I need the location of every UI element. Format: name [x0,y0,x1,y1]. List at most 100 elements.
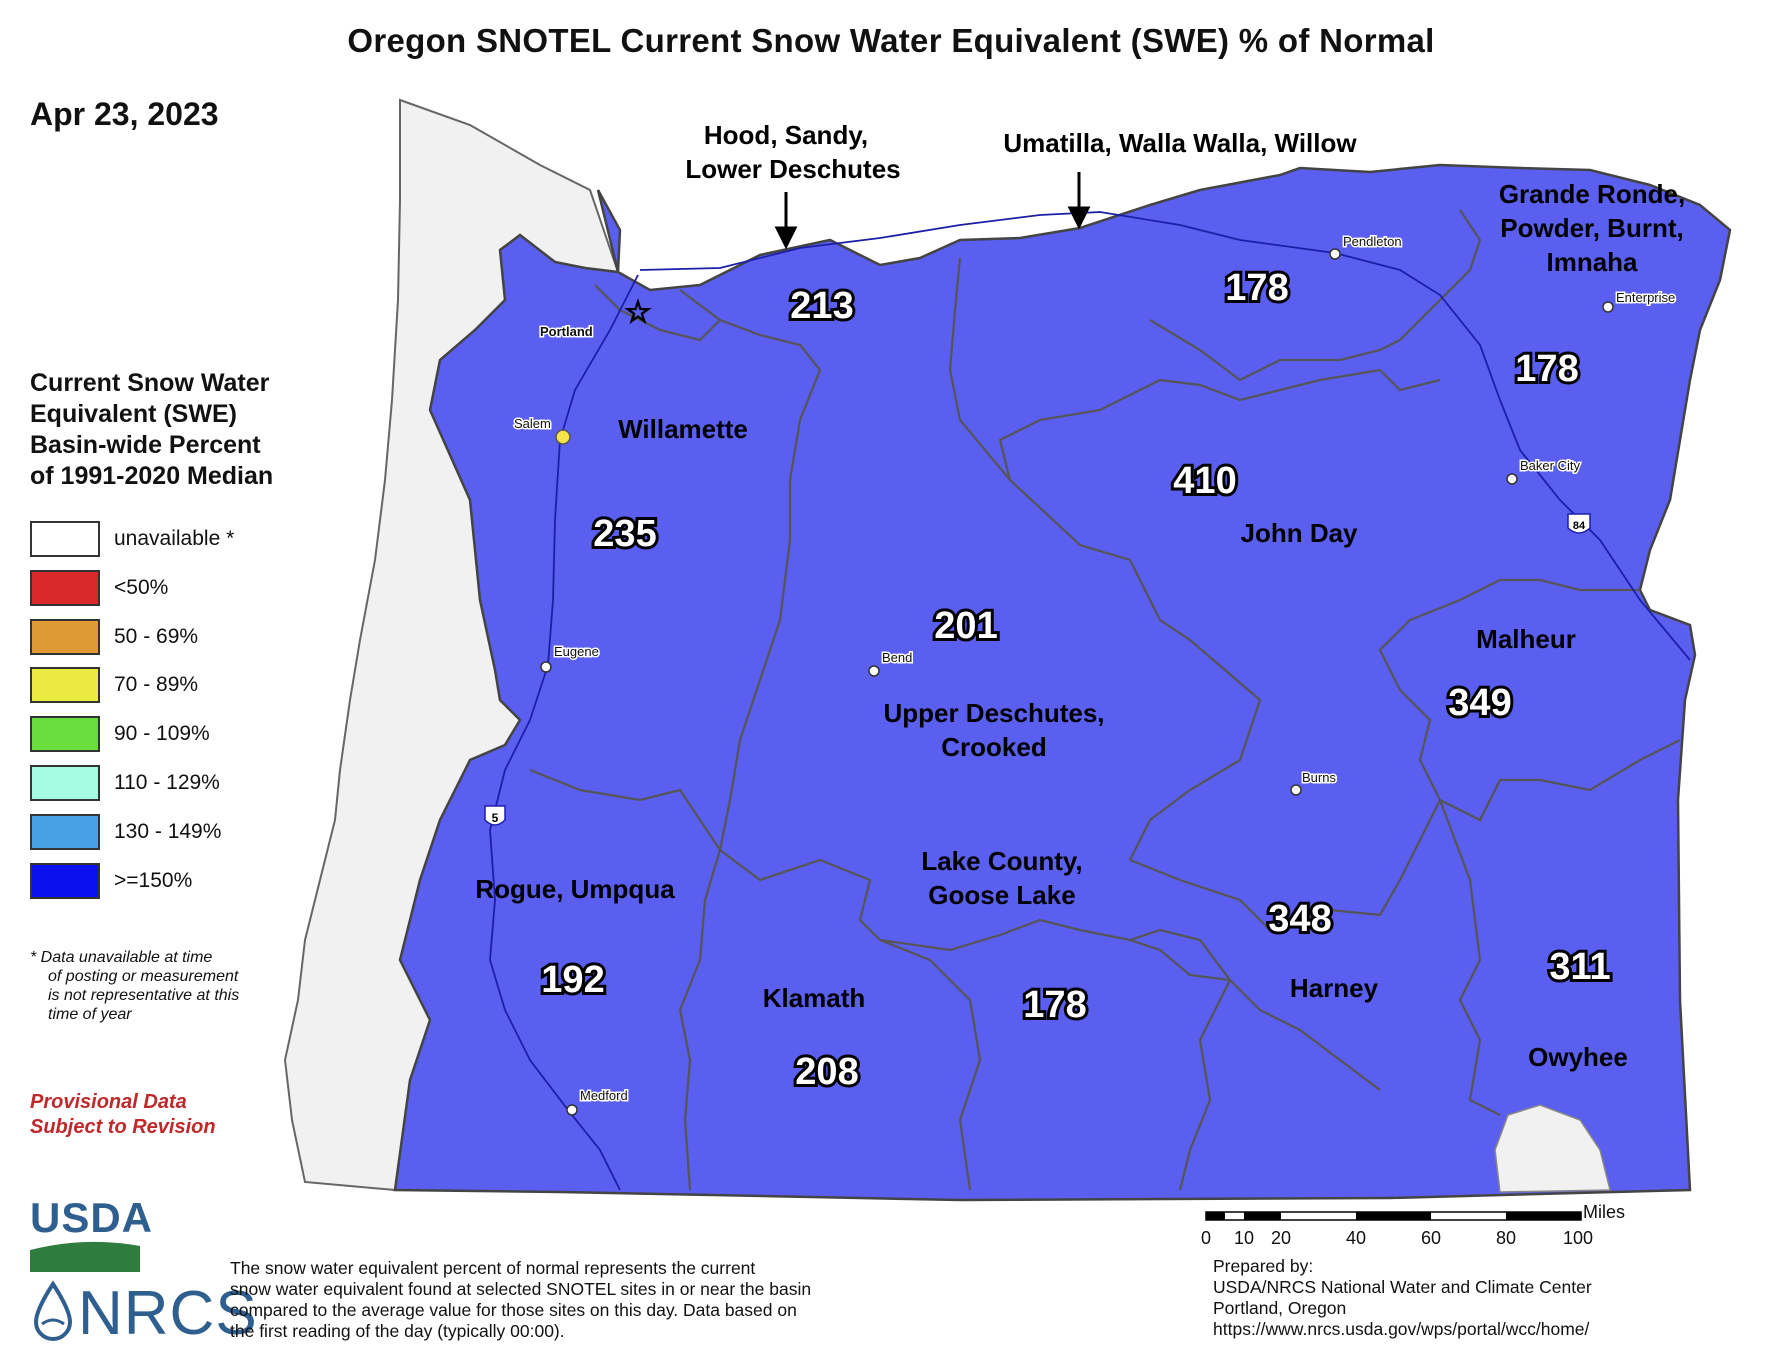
basin-value-grande-ronde: 178 [1515,348,1578,390]
interstate-5-line [489,274,639,1191]
city-eugene: Eugene [540,643,600,673]
shield-i5-label: 5 [492,811,499,825]
city-baker-city: Baker City [1506,457,1582,485]
city-label-medford: Medford [580,1088,628,1103]
legend-swatch [30,765,100,801]
basin-value-harney: 348 [1268,898,1331,940]
shield-i84-icon: 84 [1567,513,1591,534]
basin-value-hood-sandy: 213 [790,285,853,327]
footnote-line: of posting or measurement [48,968,239,985]
legend-swatch [30,814,100,850]
legend-item-50-69: 50 - 69% [30,618,198,656]
footnote: * Data unavailable at time of posting or… [30,948,260,1024]
provisional-line: Subject to Revision [30,1116,216,1138]
boundary-line [879,938,982,1191]
legend-label: 130 - 149% [114,820,222,843]
callout-umatilla: Umatilla, Walla Walla, Willow [1003,128,1357,158]
prepared-line: Portland, Oregon [1213,1298,1347,1318]
boundary-line [678,849,722,1191]
scale-bar-segment [1244,1212,1281,1220]
boundary-line [679,289,822,851]
city-label-portland: Portland [540,324,593,339]
legend-title-line: Current Snow Water [30,369,270,397]
basin-value-klamath: 208 [795,1051,858,1093]
basin-name-grande-ronde-2: Powder, Burnt, [1500,213,1683,243]
basin-name-rogue-umpqua: Rogue, Umpqua [475,874,675,904]
legend-label: 50 - 69% [114,625,199,648]
legend-label: 90 - 109% [114,722,210,745]
basin-value-willamette: 235 [593,513,656,555]
city-portland: ☆ Portland [539,294,653,340]
note-line: snow water equivalent found at selected … [230,1279,812,1299]
legend-swatch [30,521,100,557]
note-line: The snow water equivalent percent of nor… [230,1258,756,1278]
city-label-enterprise: Enterprise [1616,290,1675,305]
shield-i5-icon: 5 [484,805,506,826]
legend-label: unavailable * [114,527,235,550]
scale-tick-label: 40 [1345,1228,1367,1248]
legend-label: 110 - 129% [114,771,220,794]
prepared-link[interactable]: https://www.nrcs.usda.gov/wps/portal/wcc… [1213,1319,1590,1339]
boundary-line [1438,799,1501,1116]
basin-name-upper-deschutes-2: Crooked [941,732,1046,762]
legend-item-70-89: 70 - 89% [30,666,198,704]
prepared-line: Prepared by: [1213,1256,1314,1276]
footnote-line: time of year [48,1006,132,1023]
legend-title-line: of 1991-2020 Median [30,462,274,490]
legend-title-line: Basin-wide Percent [30,431,261,459]
callout-hood-line-1: Hood, Sandy, [704,120,868,150]
city-label-bend: Bend [882,650,912,665]
city-label-burns: Burns [1302,770,1336,785]
boundary-line [1149,209,1482,382]
map-title: Oregon SNOTEL Current Snow Water Equival… [347,22,1435,59]
legend-item-130-149: 130 - 149% [30,813,221,851]
city-dot-icon [1506,473,1518,485]
boundary-line [1178,979,1231,1191]
city-label-baker-city: Baker City [1520,458,1580,473]
legend-item-lt50: <50% [30,569,168,607]
owyhee-unavailable-patch [1494,1104,1611,1193]
scale-tick-label: 10 [1233,1228,1255,1248]
provisional-line: Provisional Data [30,1091,187,1113]
boundary-line [998,368,1441,481]
legend-item-ge150: >=150% [30,862,192,900]
basin-value-upper-deschutes: 201 [934,605,997,647]
city-medford: Medford [566,1087,629,1116]
city-burns: Burns [1290,769,1338,796]
callout-hood-line-2: Lower Deschutes [685,154,900,184]
legend-title-line: Equivalent (SWE) [30,400,237,428]
usda-logo-swoosh-icon [30,1241,140,1272]
legend-swatch [30,570,100,606]
basin-value-umatilla: 178 [1225,267,1288,309]
scale-tick-label: 100 [1562,1228,1594,1248]
basin-name-willamette: Willamette [618,414,748,444]
prepared-by: Prepared by: USDA/NRCS National Water an… [1213,1256,1592,1340]
footnote-line: is not representative at this [48,987,240,1004]
city-star-icon: ☆ [625,295,652,330]
legend-item-110-129: 110 - 129% [30,764,220,802]
city-bend: Bend [868,649,914,677]
basin-value-owyhee: 311 [1549,946,1610,988]
scale-tick-label: 80 [1495,1228,1517,1248]
usda-logo-text: USDA [30,1194,154,1241]
basin-labels: Willamette 235 213 178 Grande Ronde, Pow… [475,179,1685,1096]
basin-name-malheur: Malheur [1476,624,1576,654]
basin-name-owyhee: Owyhee [1528,1042,1628,1072]
legend-title: Current Snow Water Equivalent (SWE) Basi… [30,368,273,492]
city-dot-icon [1290,784,1302,796]
basin-value-rogue-umpqua: 192 [541,959,604,1001]
boundary-line [1129,938,1381,1091]
basin-name-lake-county-1: Lake County, [921,846,1082,876]
basin-name-grande-ronde-3: Imnaha [1546,247,1638,277]
provisional-notice: Provisional Data Subject to Revision [30,1090,216,1140]
boundary-line [529,768,881,941]
prepared-line: USDA/NRCS National Water and Climate Cen… [1213,1277,1592,1297]
basin-value-malheur: 349 [1448,682,1511,724]
basin-value-lake-county: 178 [1023,984,1086,1026]
legend-label: 70 - 89% [114,673,199,696]
basin-boundaries [529,209,1681,1191]
city-dot-icon [540,661,552,673]
capital-marker-icon [555,429,571,445]
callout-arrows [774,172,1091,250]
